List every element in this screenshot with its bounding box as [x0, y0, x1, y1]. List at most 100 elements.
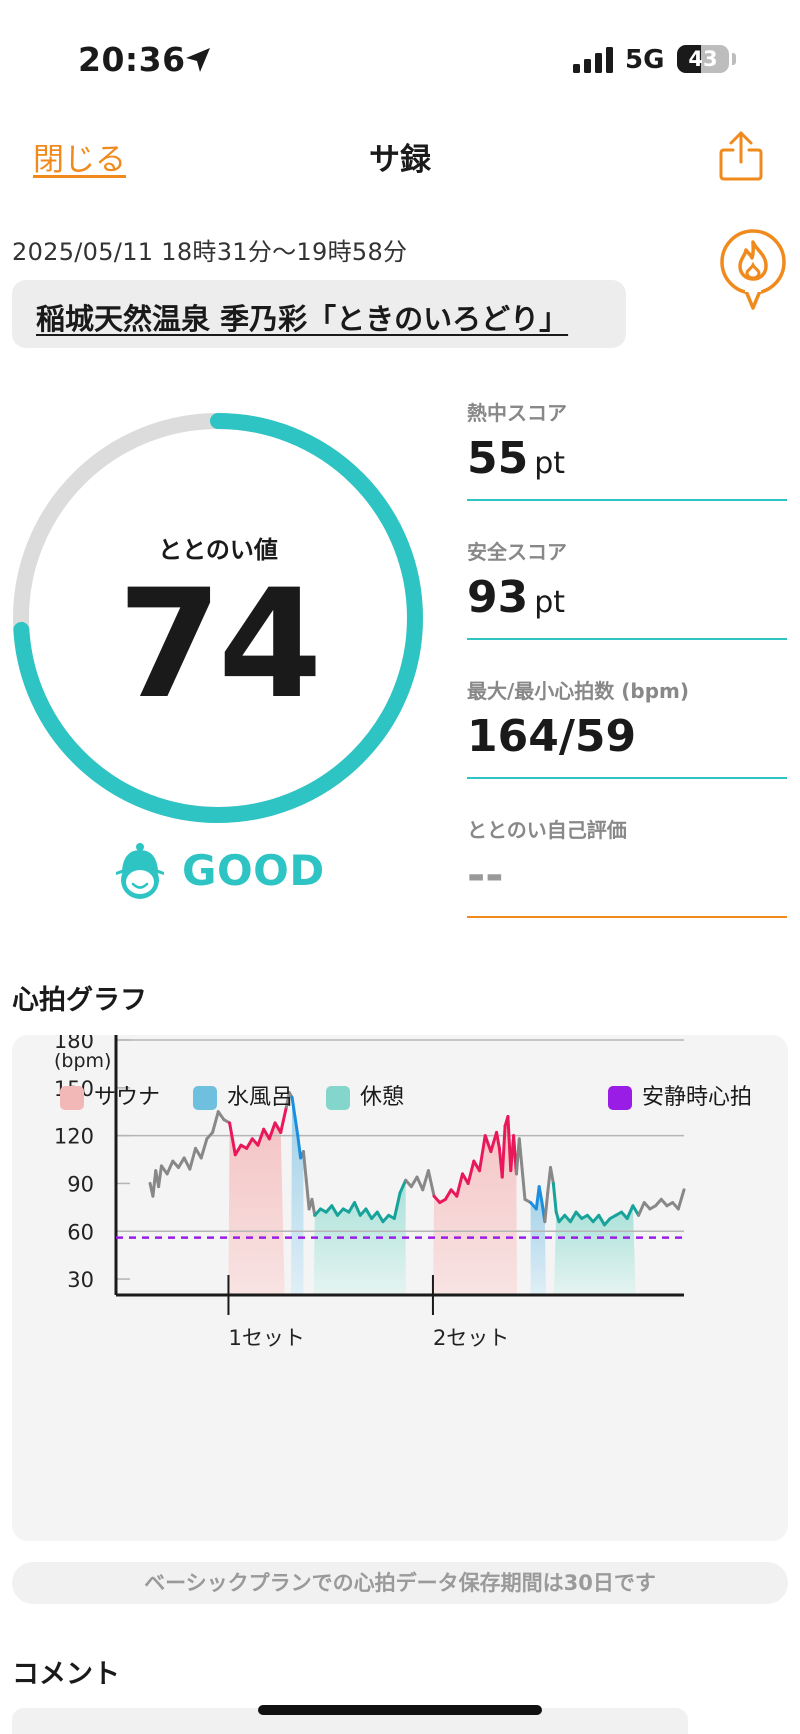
y-axis-label: (bpm)	[54, 1050, 111, 1072]
network-type: 5G	[625, 45, 665, 75]
heart-rate-segment	[478, 1134, 487, 1173]
stat-value: 93 pt	[467, 572, 566, 623]
heart-rate-segment	[330, 1204, 340, 1217]
facility-chip[interactable]: 稲城天然温泉 季乃彩「ときのいろどり」	[12, 280, 626, 348]
heart-rate-segment	[517, 1137, 527, 1201]
heart-rate-segment	[293, 1115, 300, 1138]
totonoi-gauge	[13, 413, 423, 823]
facility-name[interactable]: 稲城天然温泉 季乃彩「ときのいろどり」	[36, 302, 569, 336]
heart-rate-segment	[483, 1134, 493, 1154]
heart-rate-segment	[304, 1178, 311, 1211]
set-marker-label: 1セット	[228, 1326, 304, 1350]
heart-rate-segment	[637, 1201, 646, 1217]
heart-rate-segment	[568, 1210, 578, 1224]
stat-label: 最大/最小心拍数 (bpm)	[467, 679, 690, 703]
y-tick-label: 120	[54, 1125, 94, 1149]
battery-icon: 43	[677, 45, 729, 73]
page-title: サ録	[369, 142, 431, 178]
heart-rate-segment	[455, 1172, 464, 1198]
totonoi-value: 74	[117, 558, 323, 732]
y-tick-label: 60	[67, 1220, 94, 1244]
heart-rate-segment	[165, 1159, 175, 1176]
stat-value: 164/59	[467, 711, 637, 762]
heart-rate-segment	[375, 1210, 385, 1224]
heart-rate-segment	[551, 1181, 558, 1214]
heart-rate-segment	[415, 1175, 425, 1192]
set-marker-label: 2セット	[433, 1326, 509, 1350]
legend-swatch	[60, 1086, 84, 1110]
heart-rate-range: 最大/最小心拍数 (bpm) 164/59	[467, 675, 787, 805]
heart-graph-card: (bpm)1801501209060301セット2セット サウナ 水風呂 休憩 …	[12, 1035, 788, 1541]
heart-rate-segment	[549, 1166, 555, 1185]
stat-value[interactable]: --	[467, 850, 504, 901]
totonoi-label: ととのい値	[158, 536, 278, 564]
heart-rate-segment	[625, 1204, 635, 1220]
heart-rate-segment	[676, 1188, 686, 1211]
heart-rate-segment	[267, 1121, 277, 1141]
heart-rate-segment	[211, 1110, 220, 1134]
heart-rate-segment	[631, 1204, 641, 1217]
heart-rate-segment	[466, 1159, 476, 1185]
phase-band-cold	[290, 1097, 304, 1295]
mascot-icon	[116, 843, 164, 899]
heart-rate-segment	[216, 1110, 226, 1122]
heart-rate-segment	[409, 1175, 419, 1189]
y-tick-label: 90	[67, 1172, 94, 1196]
heart-rate-segment	[284, 1091, 291, 1109]
heat-score: 熱中スコア 55 pt	[467, 397, 787, 527]
comment-title: コメント	[12, 1659, 120, 1690]
heart-rate-segment	[290, 1095, 297, 1118]
location-arrow-icon	[186, 48, 210, 72]
heart-rate-segment	[279, 1105, 288, 1134]
safety-score: 安全スコア 93 pt	[467, 536, 787, 666]
y-tick-label: 180	[54, 1035, 94, 1053]
heart-rate-segment	[353, 1201, 362, 1217]
heart-rate-segment	[500, 1124, 507, 1179]
legend-swatch	[193, 1086, 217, 1110]
heart-rate-segment	[537, 1185, 544, 1205]
share-icon[interactable]	[718, 130, 764, 182]
heart-graph-title: 心拍グラフ	[12, 985, 147, 1016]
legend-swatch	[326, 1086, 350, 1110]
phase-band-rest	[313, 1180, 406, 1295]
phase-band-sauna	[432, 1116, 518, 1295]
legend-swatch	[608, 1086, 632, 1110]
status-bar: 20:36 5G 43	[0, 0, 800, 110]
heart-rate-segment	[347, 1201, 357, 1214]
retention-notice: ベーシックプランでの心拍データ保存期間は30日です	[12, 1562, 788, 1604]
battery-level: 43	[688, 47, 718, 71]
self-evaluation[interactable]: ととのい自己評価 --	[467, 814, 787, 944]
fire-icon[interactable]	[718, 228, 788, 312]
stat-label: 熱中スコア	[467, 401, 567, 425]
heart-rate-segment	[398, 1178, 408, 1195]
phase-band-rest	[553, 1205, 636, 1295]
session-date-range: 2025/05/11 18時31分〜19時58分	[12, 238, 408, 266]
stat-value: 55 pt	[467, 433, 566, 484]
heart-rate-segment	[176, 1156, 186, 1169]
heart-rate-segment	[310, 1197, 317, 1217]
heart-rate-segment	[245, 1137, 254, 1150]
heart-rate-segment	[256, 1127, 266, 1147]
y-tick-label: 30	[67, 1268, 94, 1292]
stat-label: ととのい自己評価	[467, 818, 627, 842]
heart-rate-segment	[426, 1169, 436, 1198]
heart-rate-segment	[188, 1146, 198, 1171]
status-time: 20:36	[78, 40, 186, 79]
heart-rate-segment	[364, 1207, 374, 1220]
heart-rate-segment	[543, 1191, 550, 1224]
cellular-signal-icon	[573, 47, 613, 73]
heart-rate-segment	[301, 1150, 308, 1182]
heart-rate-chart: (bpm)1801501209060301セット2セット	[54, 1035, 686, 1350]
home-indicator	[258, 1705, 542, 1715]
heart-rate-segment	[296, 1134, 303, 1160]
heart-rate-segment	[495, 1130, 501, 1150]
close-button[interactable]: 閉じる	[33, 142, 126, 178]
stat-label: 安全スコア	[467, 540, 567, 564]
heart-rate-segment	[199, 1137, 209, 1160]
heart-rate-segment	[421, 1169, 430, 1192]
heart-rate-segment	[233, 1143, 243, 1157]
heart-rate-segment	[443, 1188, 453, 1201]
phase-band-sauna	[228, 1122, 285, 1295]
heart-rate-segment	[392, 1191, 402, 1220]
heart-rate-segment	[228, 1121, 237, 1157]
